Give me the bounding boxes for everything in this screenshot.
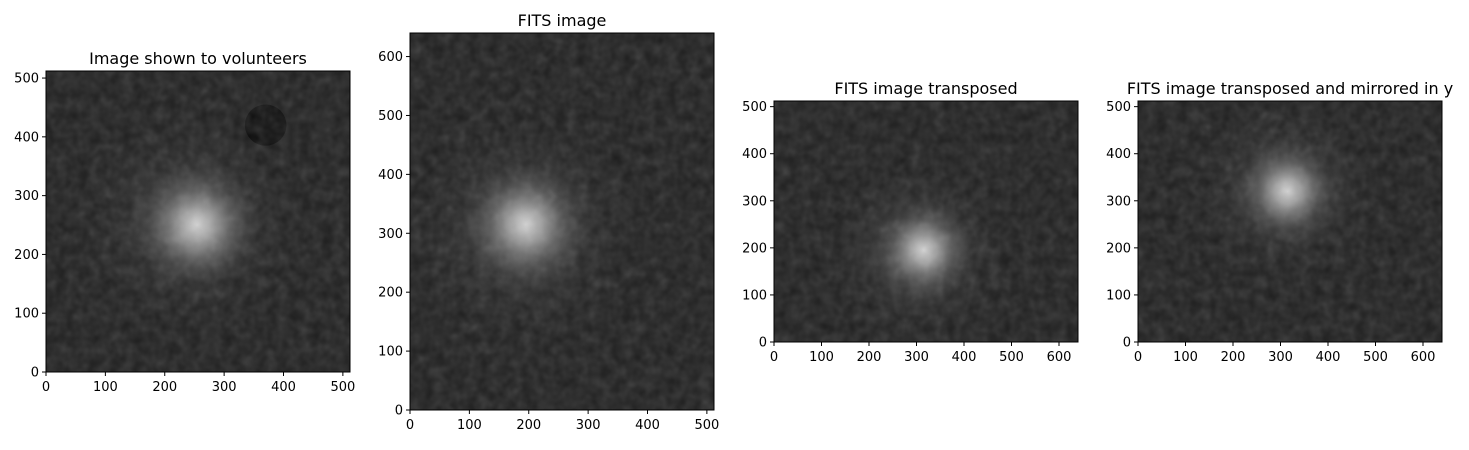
- y-tick-label: 200: [742, 241, 767, 256]
- x-tick-label: 100: [93, 380, 118, 395]
- image-area: [1138, 101, 1442, 342]
- y-tick-label: 200: [14, 248, 39, 263]
- x-tick-label: 0: [770, 350, 778, 365]
- y-tick-label: 100: [1106, 288, 1131, 303]
- y-tick-label: 500: [1106, 100, 1131, 115]
- y-tick-label: 200: [1106, 241, 1131, 256]
- noise-texture: [410, 33, 714, 410]
- y-tick-label: 100: [378, 345, 403, 360]
- y-tick-label: 0: [1123, 336, 1131, 351]
- y-tick-label: 0: [31, 366, 39, 381]
- x-tick-label: 400: [635, 418, 660, 433]
- x-tick-label: 0: [406, 418, 414, 433]
- x-tick-label: 100: [809, 350, 834, 365]
- y-tick-label: 400: [742, 147, 767, 162]
- panel-2: FITS image 0 100 200 300 400 500 0 100 200 300 400 5…: [378, 11, 719, 433]
- x-tick-label: 300: [1268, 350, 1293, 365]
- y-tick-label: 300: [14, 189, 39, 204]
- x-tick-label: 0: [1134, 350, 1142, 365]
- y-tick-label: 500: [742, 100, 767, 115]
- y-tick-label: 300: [378, 227, 403, 242]
- panel-1: Image shown to volunteers 0 100 200 300 400 50…: [14, 49, 355, 395]
- y-tick-label: 300: [1106, 194, 1131, 209]
- x-tick-label: 300: [212, 380, 237, 395]
- panel-3: FITS image transposed 0 100 200 300 400 500 600…: [742, 79, 1079, 365]
- noise-texture: [1138, 101, 1442, 342]
- x-tick-label: 200: [857, 350, 882, 365]
- x-tick-label: 500: [999, 350, 1024, 365]
- y-tick-label: 500: [14, 72, 39, 87]
- noise-texture: [774, 101, 1078, 342]
- x-tick-label: 500: [1363, 350, 1388, 365]
- y-tick-label: 400: [378, 168, 403, 183]
- x-tick-label: 600: [1411, 350, 1436, 365]
- y-tick-label: 0: [759, 336, 767, 351]
- x-tick-label: 400: [1316, 350, 1341, 365]
- x-tick-label: 500: [694, 418, 719, 433]
- y-tick-label: 600: [378, 50, 403, 65]
- image-area: [410, 33, 714, 410]
- y-tick-label: 0: [395, 404, 403, 419]
- noise-texture: [46, 71, 350, 372]
- x-tick-label: 100: [457, 418, 482, 433]
- panel-title: FITS image: [518, 11, 607, 30]
- panel-4: FITS image transposed and mirrored in y 0…: [1106, 79, 1453, 365]
- x-tick-label: 500: [330, 380, 355, 395]
- x-tick-label: 200: [516, 418, 541, 433]
- x-tick-label: 300: [904, 350, 929, 365]
- y-tick-label: 400: [14, 130, 39, 145]
- y-tick-label: 100: [14, 307, 39, 322]
- axes-frame: [773, 100, 1079, 343]
- y-tick-label: 100: [742, 288, 767, 303]
- x-tick-label: 100: [1173, 350, 1198, 365]
- axes-frame: [409, 32, 715, 411]
- y-tick-label: 500: [378, 109, 403, 124]
- image-area: [46, 71, 350, 372]
- x-tick-label: 300: [576, 418, 601, 433]
- panel-title: FITS image transposed and mirrored in y: [1127, 79, 1453, 98]
- x-tick-label: 200: [1221, 350, 1246, 365]
- x-tick-label: 0: [42, 380, 50, 395]
- x-tick-label: 200: [152, 380, 177, 395]
- image-area: [774, 101, 1078, 342]
- panel-title: FITS image transposed: [834, 79, 1017, 98]
- x-tick-label: 400: [952, 350, 977, 365]
- axes-frame: [1137, 100, 1443, 343]
- panel-title: Image shown to volunteers: [89, 49, 307, 68]
- y-tick-label: 300: [742, 194, 767, 209]
- axes-frame: [45, 70, 351, 373]
- y-tick-label: 200: [378, 286, 403, 301]
- x-tick-label: 600: [1047, 350, 1072, 365]
- y-tick-label: 400: [1106, 147, 1131, 162]
- x-tick-label: 400: [271, 380, 296, 395]
